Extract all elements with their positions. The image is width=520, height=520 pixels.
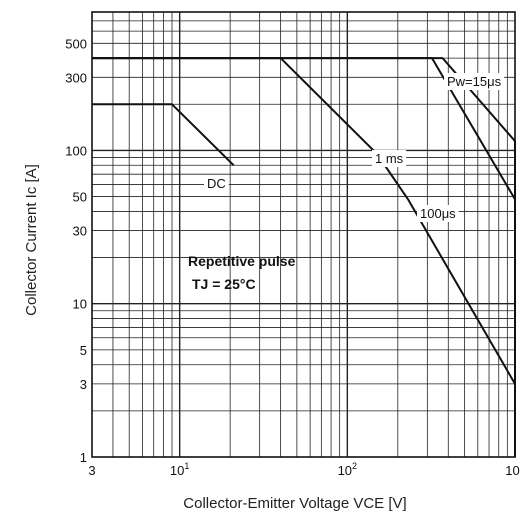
series-line-0 [92, 103, 235, 167]
x-tick-label: 103 [505, 461, 520, 478]
curve-label-2: 100μs [420, 206, 456, 221]
y-tick-labels: 1 3 5 10 30 50 100 300 500 [65, 36, 87, 465]
y-axis-title: Collector Current Ic [A] [23, 164, 40, 316]
curve-labels: DC 1 ms 100μs Pw=15μs [204, 73, 505, 222]
plot-frame [91, 11, 516, 458]
y-tick-label: 5 [80, 343, 87, 358]
y-tick-label: 50 [73, 190, 87, 205]
curve-label-background [204, 175, 229, 192]
x-tick-label: 3 [88, 463, 95, 478]
y-tick-label: 500 [65, 36, 87, 51]
x-axis-title: Collector-Emitter Voltage VCE [V] [183, 495, 406, 512]
curve-label-3: Pw=15μs [447, 74, 502, 89]
y-tick-label: 100 [65, 143, 87, 158]
y-tick-label: 3 [80, 377, 87, 392]
annotation-tj: TJ = 25°C [192, 276, 256, 292]
x-tick-labels: 3 101 102 103 [88, 461, 520, 478]
curve-label-background [372, 150, 407, 167]
y-tick-label: 300 [65, 70, 87, 85]
curve-label-background [444, 73, 505, 90]
annotation-repetitive-pulse: Repetitive pulse [188, 253, 296, 269]
curve-label-0: DC [207, 176, 226, 191]
curve-label-1: 1 ms [375, 151, 404, 166]
y-tick-label: 30 [73, 224, 87, 239]
x-tick-label: 101 [170, 461, 189, 478]
curve-label-background [417, 205, 459, 222]
x-tick-label: 102 [338, 461, 357, 478]
y-tick-label: 10 [73, 297, 87, 312]
y-tick-label: 1 [80, 450, 87, 465]
